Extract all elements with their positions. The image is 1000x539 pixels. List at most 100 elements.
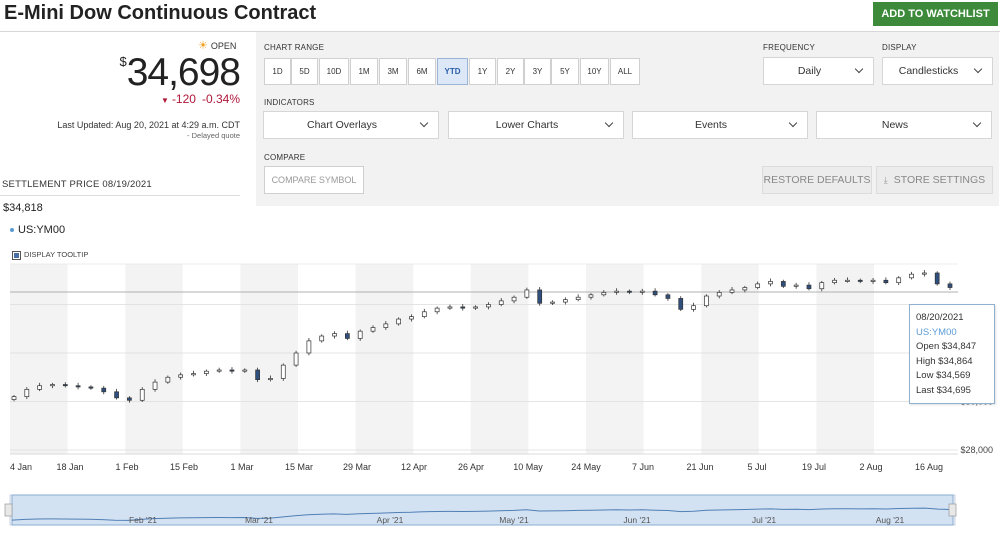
range-button-1y[interactable]: 1Y bbox=[469, 58, 496, 85]
candle[interactable] bbox=[88, 385, 94, 390]
price-chart[interactable]: 4 Jan 18 Jan 1 Feb 15 Feb 1 Mar 15 Mar 29 Mar 1… bbox=[0, 260, 1000, 482]
indicator-dropdown-news[interactable]: News bbox=[816, 111, 992, 139]
candle[interactable] bbox=[434, 306, 440, 315]
candle[interactable] bbox=[165, 375, 171, 384]
candle[interactable] bbox=[345, 330, 350, 341]
candle[interactable] bbox=[396, 317, 402, 326]
candle[interactable] bbox=[652, 288, 658, 297]
candle[interactable] bbox=[793, 282, 799, 289]
candle[interactable] bbox=[704, 294, 709, 308]
candle[interactable] bbox=[191, 370, 196, 377]
range-button-10y[interactable]: 10Y bbox=[580, 58, 609, 85]
range-button-6m[interactable]: 6M bbox=[408, 58, 436, 85]
candle[interactable] bbox=[524, 287, 530, 299]
range-button-3y[interactable]: 3Y bbox=[524, 58, 551, 85]
candle[interactable] bbox=[806, 282, 812, 291]
candle[interactable] bbox=[922, 270, 927, 277]
candle[interactable] bbox=[50, 382, 55, 389]
candle[interactable] bbox=[75, 382, 81, 390]
candle[interactable] bbox=[24, 387, 30, 400]
range-button-5y[interactable]: 5Y bbox=[551, 58, 579, 85]
range-button-5d[interactable]: 5D bbox=[291, 58, 318, 85]
candle[interactable] bbox=[370, 325, 376, 333]
candle[interactable] bbox=[62, 382, 68, 388]
candle[interactable] bbox=[486, 302, 491, 310]
candle[interactable] bbox=[357, 329, 363, 341]
candle[interactable] bbox=[216, 367, 222, 373]
navigator-left-handle[interactable] bbox=[4, 503, 13, 517]
candle[interactable] bbox=[319, 334, 325, 343]
candle[interactable] bbox=[768, 278, 773, 287]
candle[interactable] bbox=[537, 287, 543, 306]
candle[interactable] bbox=[383, 320, 389, 330]
navigator-right-handle[interactable] bbox=[948, 503, 957, 517]
candle[interactable] bbox=[11, 394, 17, 402]
candle[interactable] bbox=[832, 277, 837, 285]
candle[interactable] bbox=[614, 288, 619, 295]
candle[interactable] bbox=[152, 379, 158, 392]
candle[interactable] bbox=[665, 293, 671, 301]
store-settings-button[interactable]: ⤓ STORE SETTINGS bbox=[876, 166, 993, 194]
candle[interactable] bbox=[857, 278, 863, 284]
candle[interactable] bbox=[332, 331, 337, 339]
candle[interactable] bbox=[293, 350, 299, 367]
candle[interactable] bbox=[755, 281, 761, 290]
frequency-dropdown[interactable]: Daily bbox=[763, 57, 874, 85]
range-button-3m[interactable]: 3M bbox=[379, 58, 407, 85]
candle[interactable] bbox=[691, 302, 696, 312]
candle[interactable] bbox=[575, 294, 581, 302]
candle[interactable] bbox=[473, 305, 478, 310]
indicator-dropdown-lower-charts[interactable]: Lower Charts bbox=[448, 111, 624, 139]
range-button-1m[interactable]: 1M bbox=[350, 58, 378, 85]
candle[interactable] bbox=[819, 280, 825, 292]
candle[interactable] bbox=[742, 285, 748, 293]
candle[interactable] bbox=[229, 367, 235, 374]
display-dropdown[interactable]: Candlesticks bbox=[882, 57, 993, 85]
candle[interactable] bbox=[678, 296, 684, 312]
indicator-dropdown-chart-overlays[interactable]: Chart Overlays bbox=[263, 111, 439, 139]
candle[interactable] bbox=[627, 289, 632, 295]
candle[interactable] bbox=[729, 287, 735, 295]
candle[interactable] bbox=[421, 308, 427, 319]
candle[interactable] bbox=[780, 279, 786, 289]
candle[interactable] bbox=[896, 276, 902, 286]
candle[interactable] bbox=[447, 304, 453, 310]
candle[interactable] bbox=[306, 337, 312, 356]
compare-symbol-button[interactable]: COMPARE SYMBOL bbox=[264, 166, 364, 194]
candle[interactable] bbox=[909, 271, 914, 280]
candle[interactable] bbox=[114, 388, 119, 400]
candle[interactable] bbox=[101, 385, 107, 395]
candle[interactable] bbox=[639, 288, 645, 295]
range-button-10d[interactable]: 10D bbox=[319, 58, 349, 85]
candle[interactable] bbox=[280, 363, 286, 381]
range-button-1d[interactable]: 1D bbox=[264, 58, 291, 85]
candle[interactable] bbox=[716, 290, 722, 299]
candle[interactable] bbox=[255, 367, 260, 383]
candle[interactable] bbox=[37, 382, 42, 392]
add-to-watchlist-button[interactable]: ADD TO WATCHLIST bbox=[873, 2, 998, 26]
candle[interactable] bbox=[460, 304, 466, 311]
range-navigator[interactable]: Feb '21 Mar '21 Apr '21 May '21 Jun '21 Jul '… bbox=[0, 486, 1000, 539]
display-tooltip-toggle[interactable]: DISPLAY TOOLTIP bbox=[12, 250, 88, 260]
checkbox-icon[interactable] bbox=[12, 250, 21, 260]
candle[interactable] bbox=[409, 314, 414, 322]
candle[interactable] bbox=[242, 368, 248, 373]
candle[interactable] bbox=[588, 293, 594, 300]
candle[interactable] bbox=[127, 396, 132, 403]
candle[interactable] bbox=[178, 372, 184, 380]
range-button-ytd[interactable]: YTD bbox=[437, 58, 468, 85]
candle[interactable] bbox=[601, 290, 607, 297]
candle[interactable] bbox=[870, 277, 876, 284]
candle[interactable] bbox=[845, 277, 850, 283]
range-button-2y[interactable]: 2Y bbox=[497, 58, 524, 85]
candle[interactable] bbox=[934, 271, 940, 286]
candle[interactable] bbox=[498, 297, 504, 307]
restore-defaults-button[interactable]: RESTORE DEFAULTS bbox=[762, 166, 872, 194]
candle[interactable] bbox=[550, 300, 555, 305]
candle[interactable] bbox=[883, 277, 889, 285]
range-button-all[interactable]: ALL bbox=[610, 58, 640, 85]
indicator-dropdown-events[interactable]: Events bbox=[632, 111, 808, 139]
candle[interactable] bbox=[947, 281, 953, 290]
candle[interactable] bbox=[268, 375, 273, 382]
candle[interactable] bbox=[562, 297, 568, 305]
